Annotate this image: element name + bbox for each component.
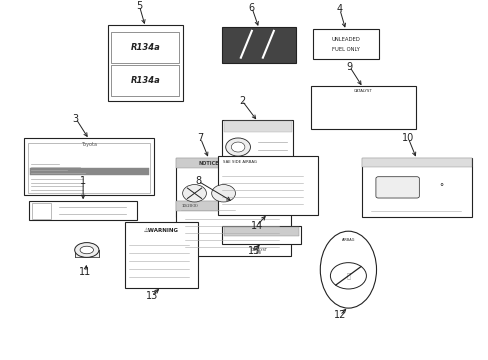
Text: 1: 1	[80, 176, 86, 186]
Bar	[222, 27, 295, 63]
Text: 8: 8	[195, 176, 201, 186]
Bar	[176, 201, 290, 211]
Text: R134a: R134a	[130, 43, 160, 52]
Text: 7: 7	[197, 133, 203, 143]
Bar	[28, 143, 150, 193]
Bar	[176, 158, 242, 168]
Bar	[30, 168, 148, 175]
Text: K:B: K:B	[255, 252, 261, 256]
Text: 12: 12	[333, 310, 346, 320]
Text: AIRBAG: AIRBAG	[341, 238, 354, 242]
Circle shape	[330, 263, 366, 289]
Bar	[312, 29, 378, 59]
Bar	[222, 226, 300, 244]
Ellipse shape	[80, 246, 93, 254]
Text: CATALYST: CATALYST	[353, 89, 372, 94]
Text: 13: 13	[145, 291, 158, 301]
Bar	[124, 222, 198, 288]
Bar	[361, 158, 471, 217]
Bar	[32, 203, 51, 219]
Ellipse shape	[75, 243, 99, 257]
Text: 6: 6	[248, 3, 254, 13]
Text: 10/20(X): 10/20(X)	[182, 204, 198, 208]
Bar	[224, 121, 291, 132]
Bar	[222, 120, 293, 161]
Text: CATALYST: CATALYST	[250, 248, 266, 252]
Bar	[29, 201, 137, 220]
Bar	[224, 227, 299, 236]
Text: SAE SIDE AIRBAG: SAE SIDE AIRBAG	[222, 160, 256, 164]
Bar	[107, 26, 183, 100]
Text: UNLEADED: UNLEADED	[331, 37, 360, 42]
Bar	[111, 32, 179, 63]
Bar	[111, 65, 179, 95]
Bar	[361, 158, 471, 167]
Text: 5: 5	[136, 1, 142, 11]
Text: 🚫: 🚫	[346, 273, 350, 279]
Circle shape	[225, 138, 250, 156]
Text: Toyota: Toyota	[81, 143, 97, 148]
Text: 4: 4	[336, 4, 342, 14]
Text: 2: 2	[239, 96, 244, 105]
Text: 10: 10	[401, 133, 414, 143]
Ellipse shape	[320, 231, 376, 308]
Circle shape	[183, 185, 206, 202]
Text: 14: 14	[250, 221, 263, 231]
Text: 15: 15	[247, 246, 260, 256]
Text: R134a: R134a	[130, 76, 160, 85]
Text: °: °	[438, 183, 442, 192]
Bar	[75, 250, 99, 257]
Bar	[176, 158, 242, 217]
Circle shape	[211, 185, 235, 202]
Bar	[176, 201, 290, 256]
Text: FUEL ONLY: FUEL ONLY	[331, 47, 359, 52]
Text: ⚠WARNING: ⚠WARNING	[143, 228, 179, 233]
Bar	[217, 156, 317, 215]
Bar	[24, 138, 154, 195]
FancyBboxPatch shape	[375, 177, 418, 198]
Circle shape	[231, 142, 244, 152]
Text: NOTICE: NOTICE	[199, 161, 219, 166]
Bar	[310, 86, 415, 129]
Text: 11: 11	[79, 267, 92, 277]
Text: 3: 3	[73, 113, 79, 123]
Text: 9: 9	[346, 62, 352, 72]
